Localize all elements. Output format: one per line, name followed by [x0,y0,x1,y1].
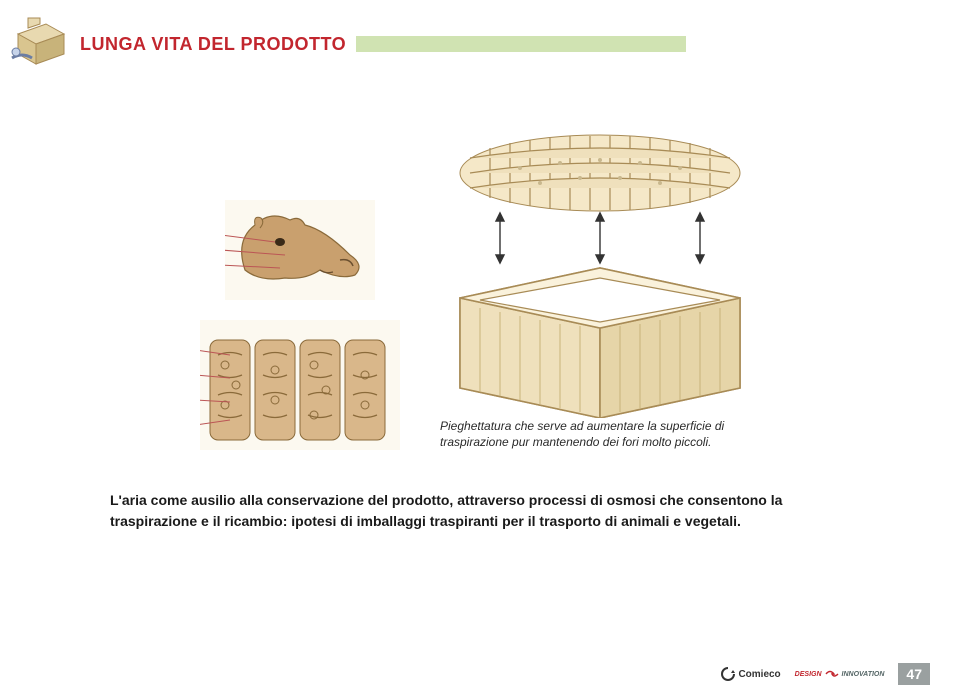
skin-section-illustration [200,320,400,450]
left-figures [200,200,400,450]
footer: Comieco DESIGN INNOVATION 47 [721,663,930,685]
crate-column: Pieghettatura che serve ad aumentare la … [440,118,760,450]
body-paragraph: L'aria come ausilio alla conservazione d… [110,490,850,531]
box-logo-icon [6,14,70,68]
crate-illustration [440,118,760,418]
figures-row: Pieghettatura che serve ad aumentare la … [200,118,760,450]
title-row: LUNGA VITA DEL PRODOTTO [80,34,900,55]
content-area: Pieghettatura che serve ad aumentare la … [60,108,900,531]
comieco-logo: Comieco [721,667,780,681]
camel-head-illustration [225,200,375,300]
figure-caption: Pieghettatura che serve ad aumentare la … [440,418,740,450]
page-number: 47 [898,663,930,685]
header: LUNGA VITA DEL PRODOTTO [60,20,900,68]
section-title: LUNGA VITA DEL PRODOTTO [80,34,346,55]
innovation-text: INNOVATION [842,671,885,678]
title-accent-bar [356,36,686,52]
design-innovation-logo: DESIGN INNOVATION [795,669,885,679]
design-text: DESIGN [795,671,822,678]
slide-page: LUNGA VITA DEL PRODOTTO [0,0,960,699]
comieco-text: Comieco [738,669,780,680]
